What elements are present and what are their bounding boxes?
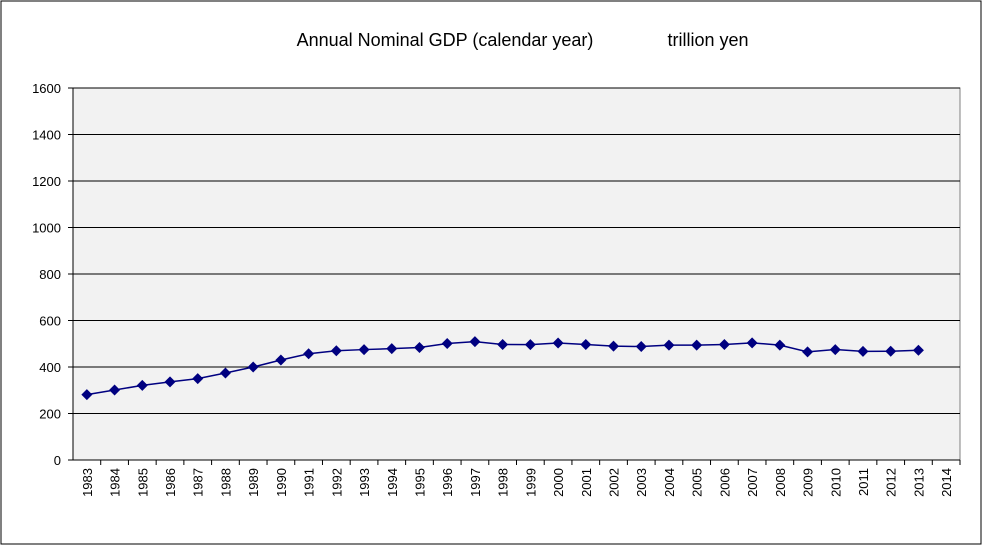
y-tick-label: 1200 xyxy=(32,174,61,189)
x-tick-label: 2010 xyxy=(828,468,843,497)
data-marker xyxy=(774,339,786,351)
x-tick-label: 2007 xyxy=(745,468,760,497)
x-tick-label: 1996 xyxy=(440,468,455,497)
x-tick-label: 1984 xyxy=(108,468,123,497)
data-marker xyxy=(192,373,204,385)
x-tick-label: 2011 xyxy=(856,468,871,496)
x-tick-label: 1999 xyxy=(523,468,538,497)
data-marker xyxy=(885,345,897,357)
data-marker xyxy=(330,345,342,357)
data-marker xyxy=(386,343,398,355)
data-marker xyxy=(746,337,758,349)
x-tick-label: 2009 xyxy=(801,468,816,497)
data-marker xyxy=(608,340,620,352)
x-tick-label: 2000 xyxy=(551,468,566,497)
data-marker xyxy=(247,361,259,373)
y-tick-label: 0 xyxy=(54,453,61,468)
y-tick-label: 800 xyxy=(39,267,61,282)
x-tick-label: 2002 xyxy=(607,468,622,497)
x-tick-label: 1983 xyxy=(80,468,95,497)
x-tick-label: 1991 xyxy=(302,468,317,497)
data-marker xyxy=(441,338,453,350)
x-tick-label: 2003 xyxy=(634,468,649,497)
data-marker xyxy=(691,339,703,351)
data-marker xyxy=(718,338,730,350)
data-marker xyxy=(580,338,592,350)
y-tick-label: 1400 xyxy=(32,128,61,143)
x-tick-label: 2013 xyxy=(911,468,926,497)
data-marker xyxy=(413,341,425,353)
x-tick-label: 1986 xyxy=(163,468,178,497)
data-marker xyxy=(164,376,176,388)
data-marker xyxy=(829,344,841,356)
data-marker xyxy=(912,344,924,356)
y-tick-label: 600 xyxy=(39,314,61,329)
x-tick-label: 1995 xyxy=(412,468,427,497)
data-marker xyxy=(303,348,315,360)
x-tick-label: 2012 xyxy=(884,468,899,497)
data-marker xyxy=(219,367,231,379)
x-tick-label: 2005 xyxy=(690,468,705,497)
x-tick-label: 1992 xyxy=(329,468,344,497)
x-tick-label: 1990 xyxy=(274,468,289,497)
x-tick-label: 2008 xyxy=(773,468,788,497)
y-tick-label: 1600 xyxy=(32,81,61,96)
data-marker xyxy=(802,346,814,358)
x-tick-label: 2004 xyxy=(662,468,677,497)
x-tick-label: 1987 xyxy=(191,468,206,497)
y-tick-label: 1000 xyxy=(32,221,61,236)
chart-title: Annual Nominal GDP (calendar year) xyxy=(297,30,594,50)
data-marker xyxy=(109,384,121,396)
data-marker xyxy=(524,339,536,351)
y-tick-label: 200 xyxy=(39,407,61,422)
x-tick-label: 1998 xyxy=(496,468,511,497)
data-marker xyxy=(358,344,370,356)
x-tick-label: 2001 xyxy=(579,468,594,497)
data-marker xyxy=(81,389,93,401)
x-tick-label: 1985 xyxy=(135,468,150,497)
chart-subtitle: trillion yen xyxy=(667,30,748,50)
data-marker xyxy=(635,341,647,353)
data-marker xyxy=(469,336,481,348)
x-tick-label: 1997 xyxy=(468,468,483,497)
x-tick-label: 1988 xyxy=(218,468,233,497)
data-marker xyxy=(552,337,564,349)
x-tick-label: 2014 xyxy=(939,468,954,497)
data-marker xyxy=(275,354,287,366)
y-tick-label: 400 xyxy=(39,360,61,375)
x-tick-label: 1993 xyxy=(357,468,372,497)
data-marker xyxy=(136,379,148,391)
x-tick-label: 1994 xyxy=(385,468,400,497)
x-tick-label: 2006 xyxy=(717,468,732,497)
data-marker xyxy=(857,345,869,357)
data-marker xyxy=(497,338,509,350)
data-marker xyxy=(663,339,675,351)
x-tick-label: 1989 xyxy=(246,468,261,497)
